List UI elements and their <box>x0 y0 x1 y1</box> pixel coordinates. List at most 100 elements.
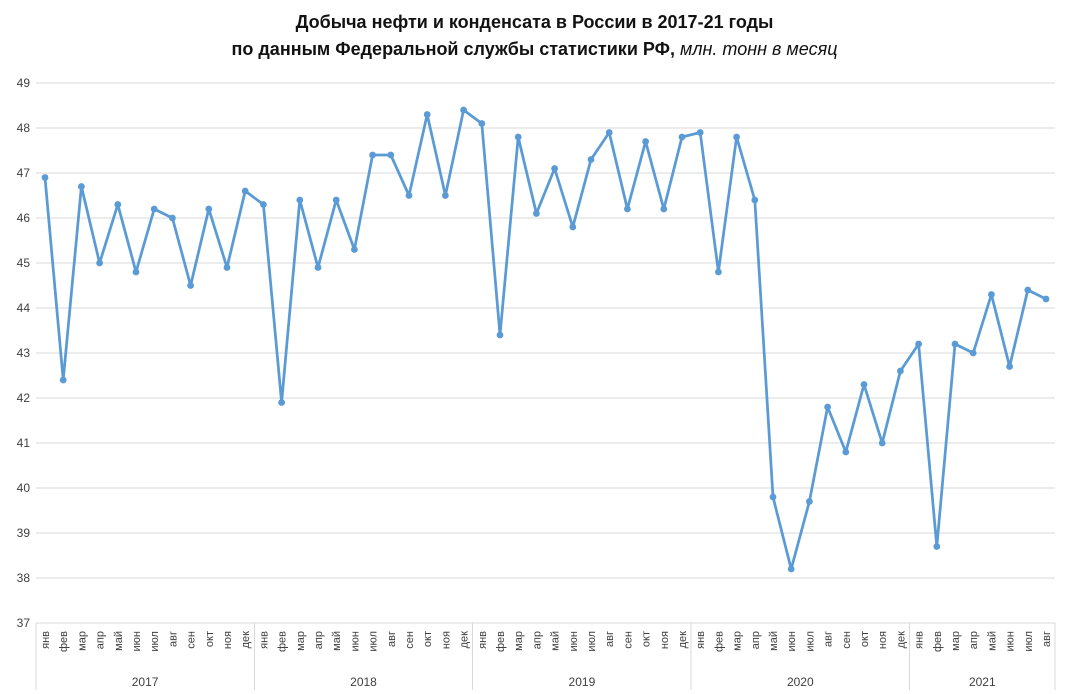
data-point <box>187 282 195 289</box>
data-point <box>733 133 740 141</box>
y-axis-tick-label: 42 <box>17 391 31 405</box>
data-point <box>933 543 941 550</box>
data-point <box>751 196 759 204</box>
data-point <box>278 399 285 406</box>
x-axis-month-label: июл <box>1023 631 1035 652</box>
data-point <box>1042 295 1050 303</box>
x-axis-month-label: июл <box>149 631 161 652</box>
x-axis-month-label: июн <box>349 631 361 651</box>
data-point <box>314 264 322 271</box>
data-point <box>260 201 267 208</box>
y-axis-tick-label: 43 <box>17 346 31 360</box>
x-axis-month-label: июн <box>786 631 798 651</box>
data-point <box>787 565 795 573</box>
data-point <box>332 196 340 204</box>
x-axis-month-label: авг <box>386 631 398 647</box>
y-axis-tick-label: 38 <box>17 571 31 585</box>
data-point <box>150 205 158 213</box>
data-point <box>533 210 540 217</box>
x-axis-month-label: апр <box>968 631 980 649</box>
x-axis-month-label: мар <box>950 631 962 651</box>
data-point <box>478 120 486 127</box>
data-point <box>878 439 886 447</box>
x-axis-month-label: май <box>768 631 780 651</box>
x-axis-month-label: мар <box>513 631 525 651</box>
x-axis-month-label: май <box>550 631 562 651</box>
data-point <box>223 264 231 271</box>
data-point <box>660 205 668 213</box>
data-point <box>551 165 558 172</box>
x-axis-month-label: янв <box>695 631 707 649</box>
data-point <box>114 201 122 208</box>
x-axis-month-label: дек <box>677 631 689 649</box>
x-axis-month-label: фев <box>277 631 289 652</box>
y-axis-tick-label: 48 <box>17 121 31 135</box>
x-axis-month-label: янв <box>914 631 926 649</box>
data-point <box>405 192 413 199</box>
x-axis-month-label: мар <box>76 631 88 651</box>
x-axis-month-label: авг <box>167 631 179 647</box>
data-point <box>860 381 868 388</box>
chart-title-units: млн. тонн в месяц <box>675 39 838 59</box>
y-axis-tick-label: 37 <box>17 616 31 630</box>
x-axis-year-label: 2019 <box>569 675 596 689</box>
x-axis-month-label: ноя <box>877 631 889 649</box>
y-axis-tick-label: 41 <box>17 436 31 450</box>
data-point <box>387 151 395 159</box>
data-point <box>678 133 686 141</box>
data-point <box>78 183 85 190</box>
chart-title-line2: по данным Федеральной службы статистики … <box>0 36 1069 63</box>
data-point <box>241 187 249 195</box>
data-point <box>59 376 67 384</box>
data-point <box>296 196 304 204</box>
data-point <box>969 349 977 357</box>
x-axis-month-label: июл <box>368 631 380 652</box>
data-point <box>915 340 922 348</box>
x-axis-month-label: дек <box>459 631 471 649</box>
data-line <box>43 108 1048 571</box>
x-axis-month-label: авг <box>1041 631 1053 647</box>
chart-title-source: по данным Федеральной службы статистики … <box>231 39 676 59</box>
data-point <box>169 214 176 222</box>
x-axis-month-label: ноя <box>440 631 452 649</box>
data-point <box>1024 286 1032 294</box>
y-axis-tick-label: 46 <box>17 211 31 225</box>
x-axis-month-label: май <box>113 631 125 651</box>
y-axis-tick-label: 40 <box>17 481 31 495</box>
x-axis-month-label: май <box>331 631 343 651</box>
x-axis-month-label: дек <box>895 631 907 649</box>
data-point <box>842 448 850 456</box>
x-axis-month-label: янв <box>258 631 270 649</box>
chart-title-line1: Добыча нефти и конденсата в России в 201… <box>295 12 774 32</box>
data-point <box>1006 363 1013 370</box>
x-axis-month-label: июн <box>1005 631 1017 651</box>
x-axis-month-label: фев <box>495 631 507 652</box>
data-point <box>96 259 103 267</box>
data-point <box>806 498 813 505</box>
data-point <box>442 192 449 199</box>
data-point <box>369 151 376 159</box>
y-axis-tick-label: 44 <box>17 301 31 315</box>
x-axis-month-label: апр <box>531 631 543 649</box>
x-axis-month-label: янв <box>477 631 489 649</box>
y-axis-tick-label: 45 <box>17 256 31 270</box>
data-point <box>587 156 595 163</box>
data-point <box>951 340 959 348</box>
x-axis-month-label: ноя <box>659 631 671 649</box>
x-axis-month-label: май <box>986 631 998 651</box>
x-axis-month-label: мар <box>295 631 307 651</box>
data-point <box>715 268 722 276</box>
data-point <box>514 133 522 141</box>
x-axis-month-label: июн <box>131 631 143 651</box>
x-axis-month-label: апр <box>95 631 107 649</box>
x-axis-month-label: мар <box>732 631 744 651</box>
x-axis-month-label: янв <box>40 631 52 649</box>
x-axis-month-label: июл <box>804 631 816 652</box>
x-axis-year-label: 2020 <box>787 675 814 689</box>
x-axis-month-label: апр <box>313 631 325 649</box>
data-point <box>642 138 649 145</box>
data-point <box>696 129 704 136</box>
x-axis-month-label: фев <box>932 631 944 652</box>
data-point <box>769 493 777 501</box>
